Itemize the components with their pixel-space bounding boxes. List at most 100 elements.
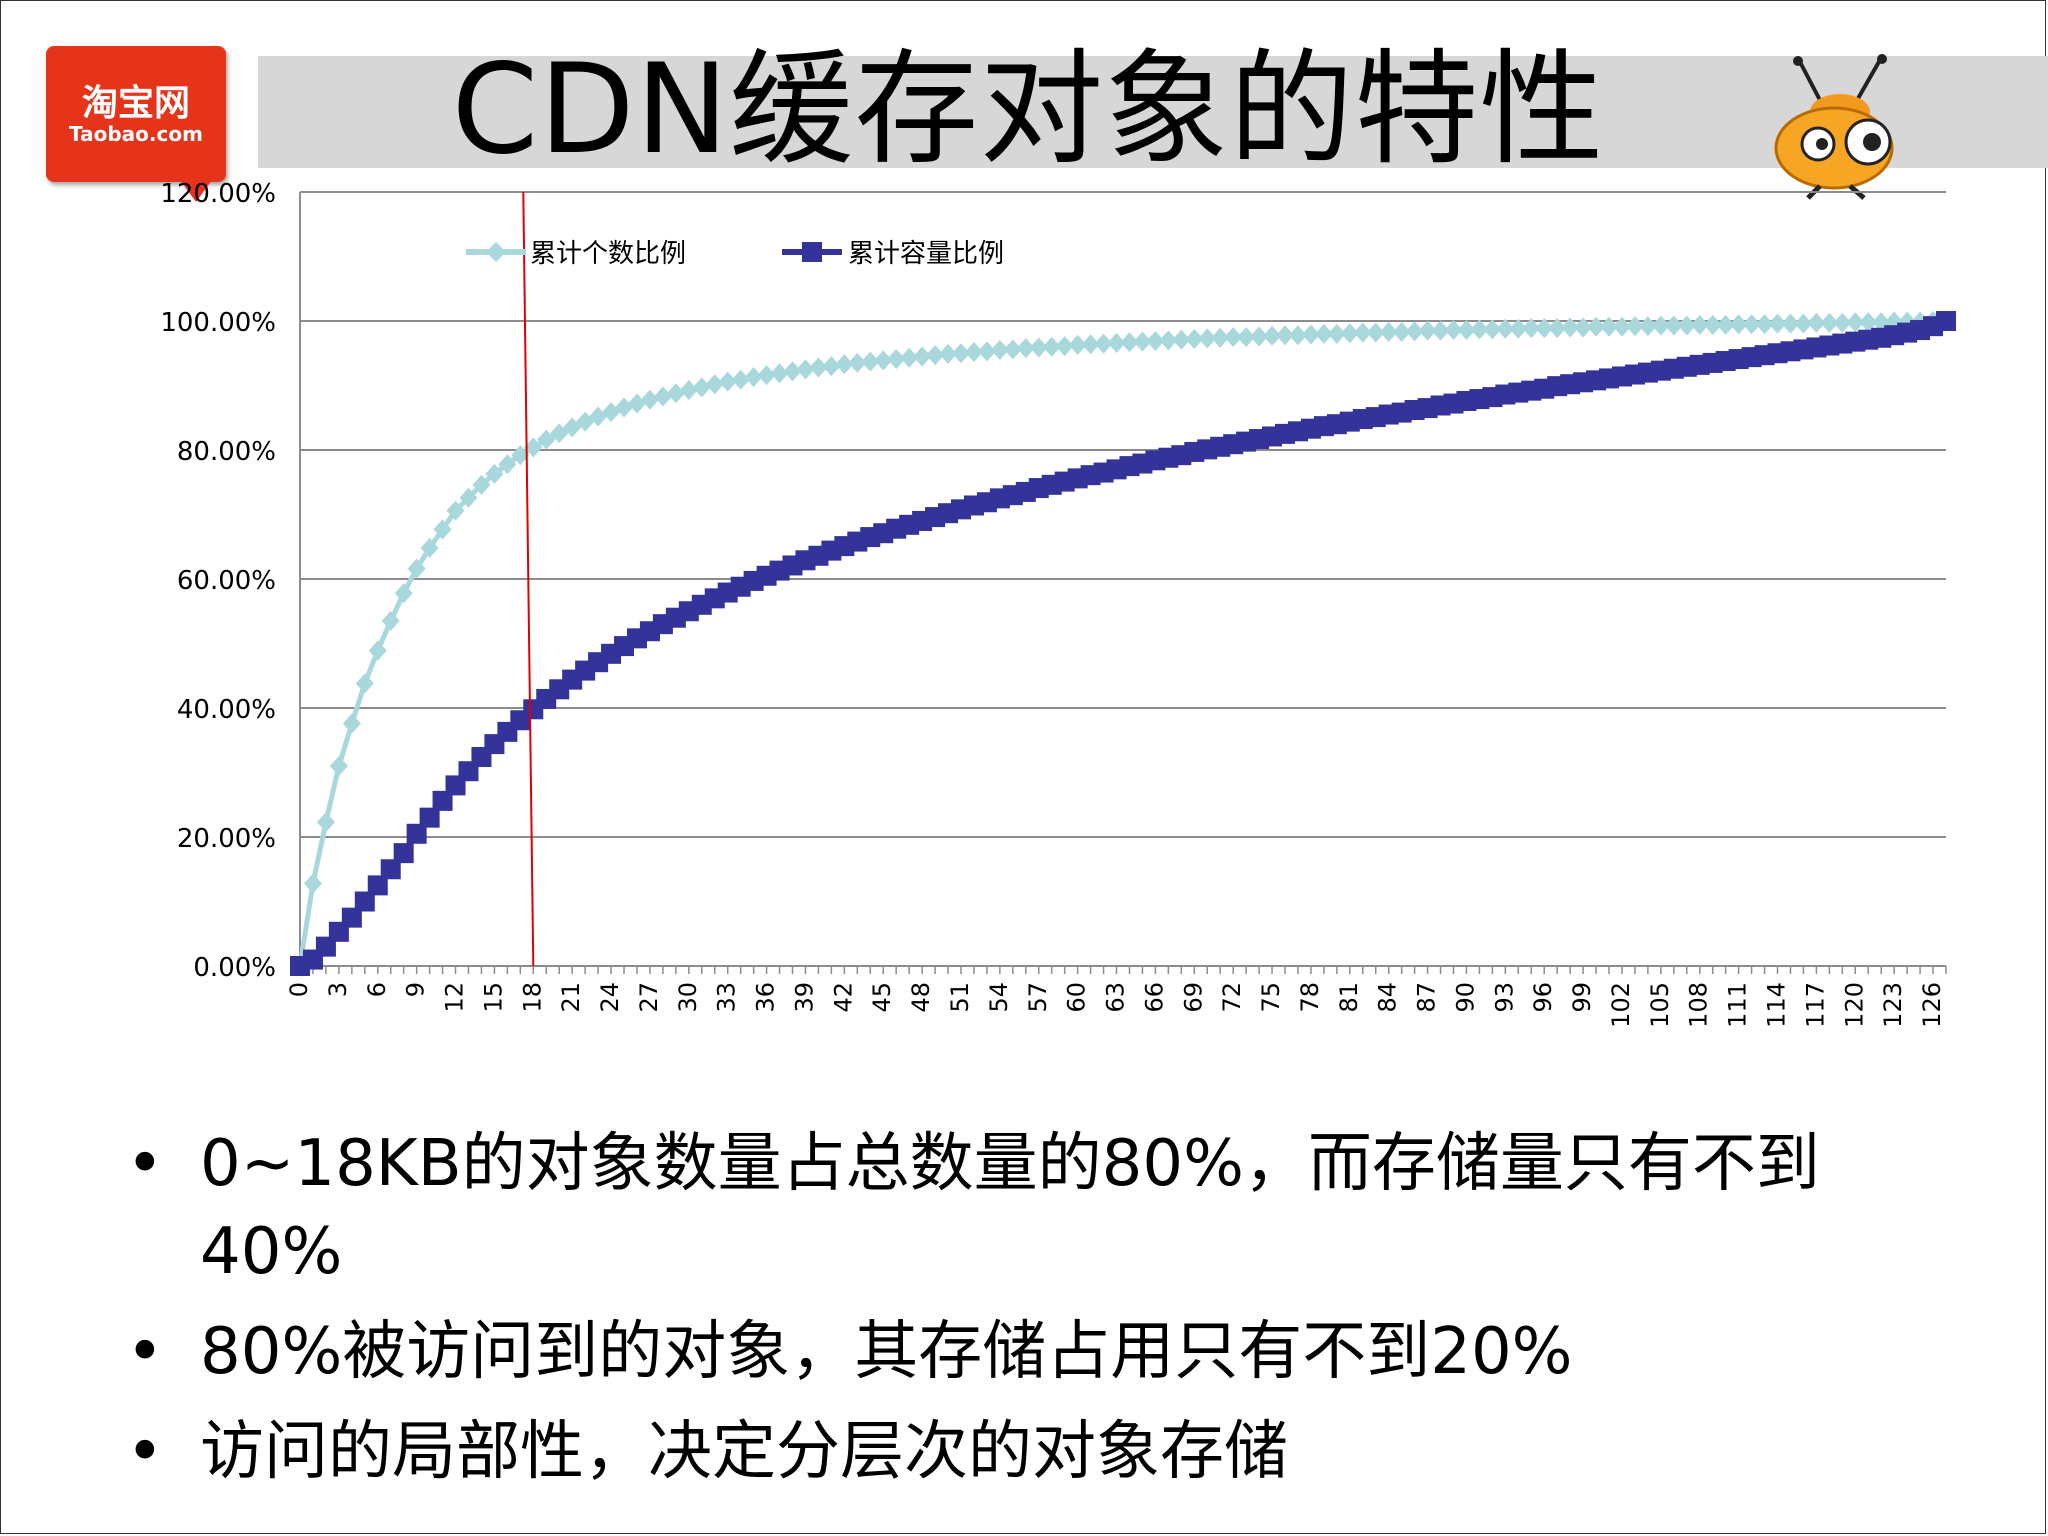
data-point (1016, 338, 1035, 359)
data-point (1574, 317, 1593, 338)
data-point (1587, 316, 1606, 337)
data-point (653, 386, 672, 407)
data-point (341, 907, 362, 928)
data-point (380, 859, 401, 880)
data-point (342, 713, 361, 734)
data-point (822, 356, 841, 377)
data-point (1755, 314, 1774, 335)
x-tick-label: 36 (752, 982, 780, 1013)
x-tick-label: 87 (1413, 982, 1441, 1013)
data-point (1561, 317, 1580, 338)
data-point (393, 843, 414, 864)
bullet-text: 0~18KB的对象数量占总数量的80%，而存储量只有不到40% (200, 1127, 1820, 1289)
data-point (1029, 337, 1048, 358)
x-tick-label: 126 (1918, 982, 1946, 1028)
x-tick-label: 102 (1607, 982, 1635, 1028)
data-point (1172, 329, 1191, 350)
data-point (770, 363, 789, 384)
data-point (627, 393, 646, 414)
data-point (432, 790, 453, 811)
data-point (1677, 315, 1696, 336)
data-point (796, 359, 815, 380)
y-tick-label: 0.00% (193, 953, 276, 983)
data-point (407, 558, 426, 579)
data-point (1224, 327, 1243, 348)
data-point (1198, 328, 1217, 349)
x-tick-label: 57 (1024, 982, 1052, 1013)
x-tick-label: 99 (1568, 982, 1596, 1013)
data-point (1003, 339, 1022, 360)
data-point (809, 357, 828, 378)
data-point (1444, 320, 1463, 341)
bullet-item: • 80%被访问到的对象，其存储占用只有不到20% (120, 1308, 1940, 1396)
data-point (406, 823, 427, 844)
data-point (1159, 330, 1178, 351)
taobao-logo: 淘宝网 Taobao.com (46, 46, 226, 182)
data-point (511, 445, 530, 466)
bullet-dot: • (126, 1415, 164, 1489)
data-point (1405, 321, 1424, 342)
x-tick-label: 45 (868, 982, 896, 1013)
logo-text-cn: 淘宝网 (81, 83, 190, 124)
data-point (459, 487, 478, 508)
data-point (835, 354, 854, 375)
x-tick-label: 12 (441, 982, 469, 1013)
y-tick-label: 120.00% (160, 179, 276, 209)
series-area (290, 191, 1956, 976)
data-point (913, 346, 932, 367)
data-point (1509, 318, 1528, 339)
x-tick-label: 18 (518, 982, 546, 1013)
x-tick-label: 30 (674, 982, 702, 1013)
data-point (1107, 332, 1126, 353)
x-tick-label: 42 (829, 982, 857, 1013)
logo-text-en: Taobao.com (69, 122, 203, 146)
data-point (498, 454, 517, 475)
data-point (1353, 322, 1372, 343)
legend-marker-series-2 (802, 242, 822, 262)
data-point (381, 610, 400, 631)
data-point (874, 350, 893, 371)
x-tick-label: 3 (324, 982, 352, 997)
series-line (298, 318, 1948, 969)
data-point (926, 345, 945, 366)
x-tick-label: 72 (1218, 982, 1246, 1013)
data-point (951, 343, 970, 364)
data-point (1185, 329, 1204, 350)
x-tick-label: 93 (1490, 982, 1518, 1013)
data-point (1742, 314, 1761, 335)
data-point (419, 807, 440, 828)
data-point (1068, 334, 1087, 355)
data-point (1276, 325, 1295, 346)
x-tick-label: 105 (1646, 982, 1674, 1028)
data-point (1807, 312, 1826, 333)
bullet-dot: • (126, 1315, 164, 1389)
bullet-text: 访问的局部性，决定分层次的对象存储 (200, 1415, 1288, 1489)
bullet-dot: • (126, 1127, 164, 1201)
data-point (368, 640, 387, 661)
y-tick-label: 100.00% (160, 308, 276, 338)
reference-line (522, 191, 535, 967)
data-point (1250, 326, 1269, 347)
y-tick-label: 20.00% (177, 824, 276, 854)
x-tick-label: 15 (479, 982, 507, 1013)
data-point (1820, 312, 1839, 333)
x-tick-label: 69 (1179, 982, 1207, 1013)
data-point (666, 383, 685, 404)
data-point (900, 347, 919, 368)
data-point (615, 397, 634, 418)
data-point (537, 429, 556, 450)
data-point (1496, 318, 1515, 339)
data-point (1263, 325, 1282, 346)
data-point (1288, 325, 1307, 346)
data-point (744, 367, 763, 388)
data-point (1327, 323, 1346, 344)
data-point (1664, 315, 1683, 336)
data-point (1833, 312, 1852, 333)
data-point (1392, 321, 1411, 342)
legend-marker-series-1 (486, 242, 506, 262)
data-point (757, 365, 776, 386)
data-point (485, 463, 504, 484)
data-point (1081, 334, 1100, 355)
x-tick-label: 27 (635, 982, 663, 1013)
